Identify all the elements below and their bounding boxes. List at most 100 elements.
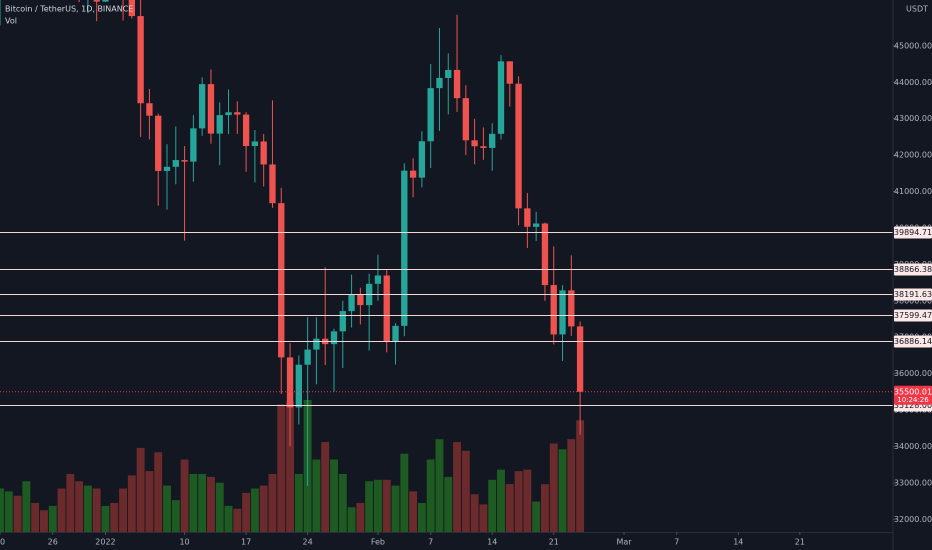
volume-bar [567,439,576,532]
volume-bar [514,471,523,532]
y-tick-label: 32000.00 [894,515,932,524]
horizontal-line-label: 37599.47 [894,311,932,320]
volume-bar [294,473,303,532]
candle-body [190,128,197,162]
candle-body [242,114,250,147]
current-price-label-bg [894,385,932,405]
volume-bar [347,507,356,532]
volume-bar [171,500,180,532]
candle-body [436,77,443,89]
volume-bar [435,439,444,532]
volume-bar [145,471,154,532]
volume-bar [470,494,479,532]
currency-label[interactable]: USDT [906,5,928,14]
candle-body [427,88,434,142]
volume-bar [242,492,251,532]
volume-bar [409,491,418,532]
x-tick-label: 26 [48,538,58,547]
candle-body [269,164,276,204]
volume-bar [338,473,347,532]
candle-body [453,69,461,99]
candle-body [155,115,162,171]
y-tick-label: 41000.00 [894,187,932,196]
volume-bar [163,485,171,532]
candle-body [234,112,241,115]
volume-bar [453,442,462,532]
candle-body [348,294,355,312]
countdown-label: 10:24:26 [897,396,929,404]
x-tick-label: Feb [371,538,385,547]
candle-body [506,61,513,84]
volume-bar [330,459,338,532]
horizontal-line-label: 36886.14 [894,337,932,346]
x-tick-label: 24 [303,538,313,547]
candle-body [181,160,188,162]
candle-body [278,203,285,358]
volume-bar [400,453,409,532]
volume-bar [206,476,215,532]
volume-bar [312,459,321,532]
y-tick-label: 43000.00 [894,114,932,123]
candle-body [330,331,338,345]
volume-bar [250,488,259,532]
volume-bar [488,479,497,532]
x-tick-label: 21 [795,538,805,547]
volume-bar [66,473,75,532]
candle-body [524,208,531,227]
volume-bar [48,505,57,532]
volume-bar [110,502,119,532]
volume-bar [558,449,567,532]
y-tick-label: 45000.00 [894,41,932,50]
volume-bar [286,401,295,532]
candle-body [137,16,144,104]
candle-body [304,349,311,365]
volume-bar [92,488,101,532]
candle-body [550,285,557,335]
volume-bar [189,473,198,532]
volume-bar [180,459,189,532]
candle-body [462,98,470,141]
candle-body [445,69,452,78]
horizontal-line-label: 35128.00 [894,401,932,410]
candle-body [480,146,487,148]
horizontal-line-label-bg [894,309,932,322]
candle-body [409,170,417,178]
volume-bar [268,473,277,532]
overlays: 39894.71 38866.38 38191.63 37599.47 36886.14… [894,226,932,412]
candle-body [93,0,100,2]
volume-bar [83,485,92,532]
candle-body [401,170,408,326]
candle-body [295,364,303,408]
volume-bar [13,495,22,532]
x-tick-label: 20 [0,538,5,547]
volume-bar [198,473,207,532]
candle-body [198,84,206,129]
volume-bar [22,481,31,532]
y-tick-label: 36000.00 [894,369,932,378]
candle-body [163,166,171,171]
candle-body [128,0,136,17]
horizontal-line-label-bg [894,226,932,239]
y-tick-label: 38000.00 [894,296,932,305]
volume-bar [31,502,40,532]
volume-bar [224,505,233,532]
candle-body [541,223,549,286]
candle-body [146,103,153,116]
volume-bar [136,447,145,532]
chart-title: Bitcoin / TetherUS, 1D, BINANCE [5,5,133,14]
volume-bar [444,476,453,532]
volume-bar [119,488,128,532]
volume-bar [549,443,558,532]
candle-body [313,338,320,350]
volume-bar [426,459,435,532]
current-price-label: 35500.01 [894,387,932,396]
candle-body [225,112,232,116]
candle-body [357,294,364,306]
candle-body [515,83,522,209]
candle-body [216,115,223,134]
candle-body [471,140,478,147]
x-tick-label: 21 [549,538,559,547]
plot-area [0,0,893,532]
volume-bar [233,508,242,532]
volume-bar [101,505,110,532]
